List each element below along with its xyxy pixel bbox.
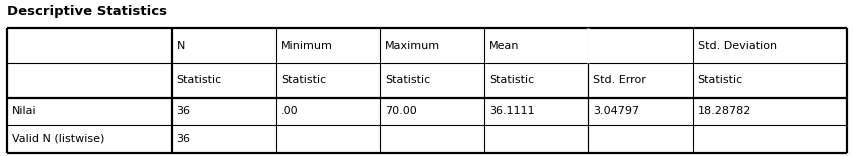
Text: 36: 36 — [177, 134, 190, 144]
Text: N: N — [177, 41, 185, 51]
Text: Std. Error: Std. Error — [593, 75, 646, 85]
Text: 18.28782: 18.28782 — [697, 106, 750, 116]
Text: Statistic: Statistic — [177, 75, 222, 85]
Text: 36.1111: 36.1111 — [489, 106, 534, 116]
Text: Minimum: Minimum — [281, 41, 333, 51]
Text: 3.04797: 3.04797 — [593, 106, 639, 116]
Text: 36: 36 — [177, 106, 190, 116]
Text: 70.00: 70.00 — [385, 106, 416, 116]
Text: Descriptive Statistics: Descriptive Statistics — [7, 5, 166, 18]
Text: Statistic: Statistic — [385, 75, 430, 85]
Text: Valid N (listwise): Valid N (listwise) — [12, 134, 104, 144]
Text: Mean: Mean — [489, 41, 519, 51]
Text: Maximum: Maximum — [385, 41, 439, 51]
Text: Statistic: Statistic — [281, 75, 326, 85]
Text: Statistic: Statistic — [489, 75, 534, 85]
Text: Statistic: Statistic — [697, 75, 742, 85]
Text: .00: .00 — [281, 106, 299, 116]
Text: Std. Deviation: Std. Deviation — [697, 41, 776, 51]
Text: Nilai: Nilai — [12, 106, 37, 116]
